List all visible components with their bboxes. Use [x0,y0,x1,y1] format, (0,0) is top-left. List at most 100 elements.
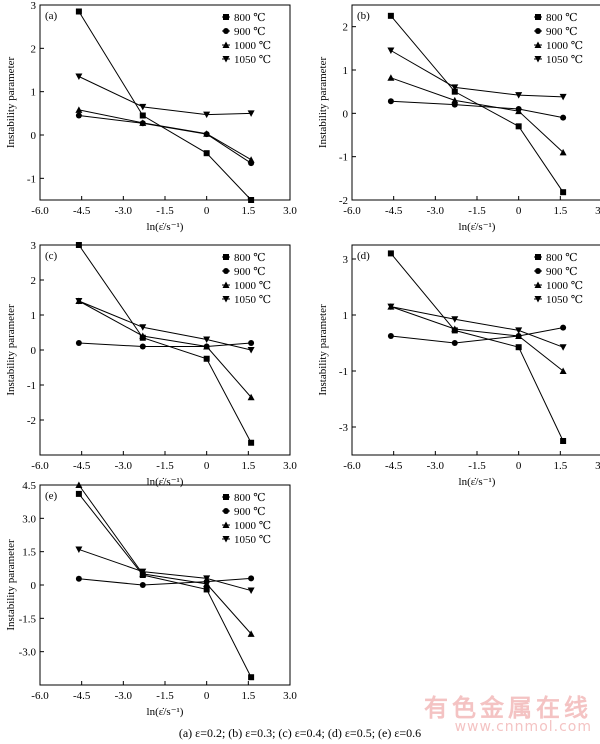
y-tick-label: -1.5 [19,613,37,625]
data-point-td [139,324,147,331]
data-point-ci [139,343,146,350]
data-point-td [139,568,147,576]
data-point-tu [139,332,147,339]
data-point-sq [203,586,210,593]
y-tick-label: -3 [339,422,349,434]
data-point-sq [75,242,82,248]
x-tick-label: 0 [516,460,522,472]
data-point-td [559,93,567,101]
x-tick-label: -3.0 [115,690,133,702]
data-point-ci [139,582,146,588]
y-tick-label: -2 [27,415,36,427]
y-tick-label: 1.5 [22,547,36,559]
data-point-sq [248,674,255,681]
y-axis-label: Instability parameter [317,57,329,149]
data-point-tu [515,332,523,339]
data-point-tu [247,393,255,401]
data-point-sq [515,123,522,130]
x-axis-label: ln(ε̇/s⁻¹) [459,476,496,488]
data-point-td [515,327,523,334]
legend-entry: 900 ℃ [546,266,578,278]
legend-entry: 1050 ℃ [234,294,271,306]
y-tick-label: 0 [31,345,37,357]
legend-entry: 800 ℃ [546,252,578,264]
series-line-tu [78,300,252,398]
legend-marker-ci [223,268,229,274]
y-tick-label: 3 [343,254,349,266]
watermark-cn: 有色金属在线 [424,694,592,722]
x-tick-label: -6.0 [31,690,49,702]
data-point-ci [387,98,394,105]
legend-marker-td [222,536,230,543]
x-tick-label: 3.0 [595,460,600,472]
x-tick-label: -4.5 [73,460,91,472]
y-tick-label: 0 [31,580,37,592]
series-line-tu [390,306,564,372]
legend-marker-sq [223,254,229,260]
y-tick-label: 2 [31,275,37,287]
data-point-td [387,303,395,311]
x-tick-label: -6.0 [343,205,361,217]
legend-entry: 800 ℃ [234,492,266,504]
data-point-tu [387,74,395,81]
x-tick-label: -6.0 [31,205,49,217]
series-line-ci [78,577,252,586]
y-tick-label: 1 [31,310,37,322]
data-point-ci [248,340,255,346]
legend-entry: 900 ℃ [546,26,578,38]
x-tick-label: 3.0 [283,205,297,217]
y-tick-label: 4.5 [22,480,36,492]
x-tick-label: 3.0 [595,205,600,217]
series-line-sq [78,244,252,443]
data-point-td [451,84,459,91]
series-line-ci [78,115,252,164]
data-point-sq [451,88,458,95]
data-point-ci [75,575,82,582]
data-point-tu [203,580,211,587]
data-point-tu [451,96,459,104]
y-axis-label: Instability parameter [5,57,17,149]
data-point-td [203,111,211,119]
legend-entry: 1000 ℃ [234,520,271,532]
panel-label: (b) [357,10,370,22]
data-point-td [75,298,83,305]
x-axis-label: ln(ε̇/s⁻¹) [147,476,184,488]
data-point-tu [559,367,567,374]
legend-marker-td [222,296,230,303]
panel-label: (e) [45,490,58,502]
legend-marker-td [222,56,230,63]
y-axis-label: Instability parameter [5,304,17,396]
x-tick-label: -3.0 [115,460,133,472]
legend-entry: 1000 ℃ [234,40,271,52]
data-point-td [139,103,147,111]
x-tick-label: 0 [516,205,522,217]
series-line-tu [390,77,564,153]
x-tick-label: 1.5 [241,205,255,217]
x-tick-label: 3.0 [283,690,297,702]
data-point-td [247,347,255,354]
x-tick-label: -6.0 [31,460,49,472]
y-tick-label: 2 [31,43,37,55]
figure-caption: (a) ε=0.2; (b) ε=0.3; (c) ε=0.4; (d) ε=0… [178,726,422,740]
panel-label: (c) [45,250,58,262]
data-point-sq [387,250,394,257]
series-line-sq [78,11,252,201]
data-point-tu [247,156,255,163]
data-point-sq [515,344,522,351]
y-tick-label: 1 [343,310,349,322]
series-line-tu [78,109,252,161]
data-point-td [387,47,395,54]
x-tick-label: 3.0 [283,460,297,472]
series-line-td [390,50,564,98]
x-tick-label: -1.5 [468,460,486,472]
legend-entry: 1000 ℃ [546,40,583,52]
y-tick-label: 0 [31,130,37,142]
series-line-ci [390,327,564,344]
x-tick-label: -3.0 [427,460,445,472]
series-line-ci [390,100,564,119]
series-line-td [78,548,252,592]
y-tick-label: -1 [27,173,36,185]
x-tick-label: -1.5 [468,205,486,217]
y-axis-label: Instability parameter [317,304,329,396]
